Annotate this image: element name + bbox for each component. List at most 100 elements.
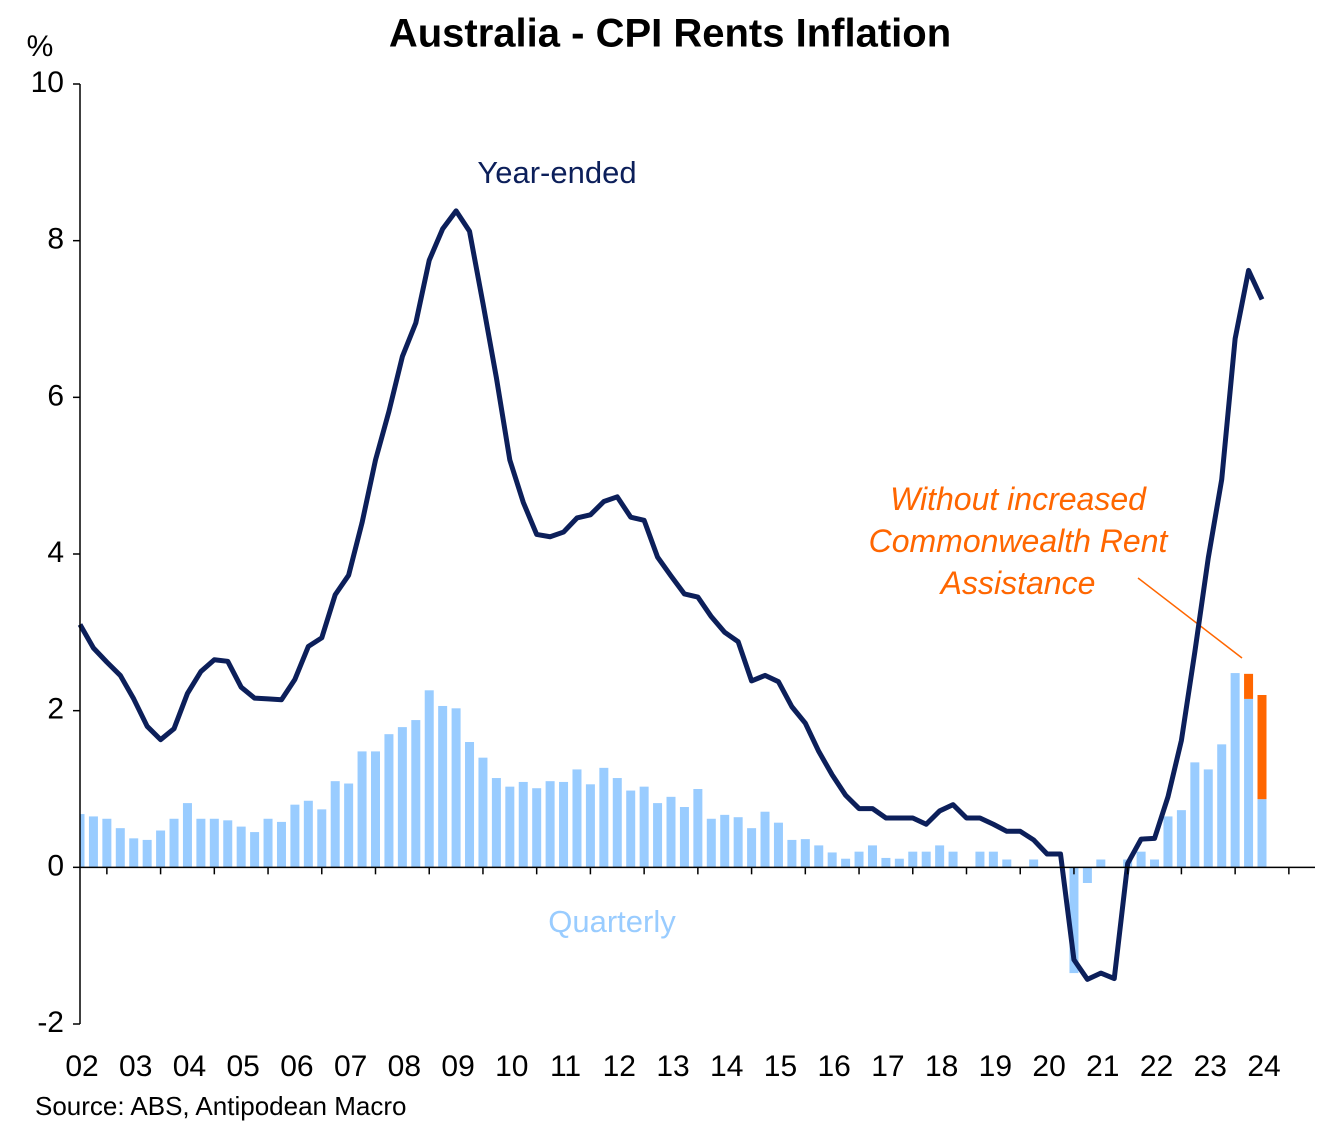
- bar: [478, 757, 488, 868]
- y-tick-label: 10: [31, 66, 64, 99]
- x-tick-label: 21: [1086, 1050, 1119, 1083]
- bar: [881, 857, 891, 868]
- bar: [612, 778, 622, 868]
- x-tick-label: 13: [656, 1050, 689, 1083]
- bar: [1163, 816, 1173, 868]
- source: Source: ABS, Antipodean Macro: [35, 1091, 406, 1121]
- bar: [1230, 673, 1240, 868]
- bar: [344, 783, 354, 868]
- bar: [827, 852, 837, 868]
- bar: [1136, 851, 1146, 868]
- bar: [908, 851, 918, 868]
- bar: [1203, 769, 1213, 868]
- bar: [693, 789, 703, 868]
- stacked-bar: [1257, 695, 1267, 800]
- bar: [666, 796, 676, 868]
- bar: [773, 822, 783, 868]
- bar: [854, 851, 864, 868]
- annotation: Without increased Commonwealth Rent Assi…: [868, 481, 1168, 601]
- x-tick-label: 11: [550, 1050, 581, 1083]
- x-tick-label: 17: [871, 1050, 904, 1083]
- bar: [169, 818, 179, 868]
- bar: [424, 690, 434, 868]
- bar: [142, 839, 152, 868]
- x-tick-label: 15: [764, 1050, 797, 1083]
- bar: [236, 826, 246, 868]
- bar: [491, 778, 501, 868]
- bar: [438, 705, 448, 868]
- bar: [196, 818, 206, 868]
- x-tick-label: 24: [1247, 1050, 1280, 1083]
- bar: [182, 803, 192, 868]
- y-tick-label: 4: [47, 536, 64, 569]
- bar: [639, 786, 649, 868]
- bar: [80, 814, 85, 868]
- bar: [760, 811, 770, 868]
- x-tick-label: 14: [710, 1050, 743, 1083]
- bar: [814, 845, 824, 868]
- x-tick-label: 04: [173, 1050, 206, 1083]
- bar-label: Quarterly: [548, 904, 676, 939]
- bar: [1190, 762, 1200, 868]
- bar: [1217, 744, 1227, 868]
- bar: [263, 818, 273, 868]
- bar: [679, 807, 689, 868]
- bar: [1082, 867, 1092, 883]
- bar: [733, 817, 743, 868]
- bar: [223, 820, 233, 868]
- bar: [1257, 799, 1267, 868]
- bar: [290, 804, 300, 868]
- bar: [330, 781, 340, 868]
- bar: [559, 781, 569, 868]
- bar: [626, 790, 636, 868]
- y-tick-label: -2: [37, 1006, 64, 1039]
- bar: [747, 828, 757, 868]
- x-tick-label: 03: [119, 1050, 152, 1083]
- bar: [975, 851, 985, 868]
- annotation-arrow: [1137, 577, 1243, 659]
- bar: [357, 751, 367, 868]
- bar: [384, 734, 394, 868]
- bar: [88, 816, 98, 868]
- bar: [115, 828, 125, 868]
- x-tick-label: 19: [979, 1050, 1012, 1083]
- bar: [585, 784, 595, 868]
- bar: [894, 858, 904, 868]
- bar: [317, 809, 327, 868]
- bar: [948, 851, 958, 868]
- bar: [303, 800, 313, 868]
- bar: [276, 821, 286, 868]
- bar: [935, 845, 945, 868]
- bar: [156, 830, 166, 868]
- y-tick-label: 0: [47, 849, 64, 882]
- bar: [1150, 859, 1160, 868]
- line: [77, 208, 1265, 982]
- bar: [841, 858, 851, 868]
- x-tick-label: 22: [1140, 1050, 1173, 1083]
- bar: [397, 727, 407, 868]
- bar: [800, 839, 810, 868]
- bar: [988, 851, 998, 868]
- bar: [599, 767, 609, 868]
- x-tick-label: 08: [388, 1050, 421, 1083]
- bar: [505, 786, 515, 868]
- bar: [572, 769, 582, 868]
- bar: [1244, 698, 1254, 868]
- y-tick-label: 8: [47, 223, 64, 256]
- bar: [250, 832, 260, 868]
- x-tick-label: 23: [1194, 1050, 1227, 1083]
- bar: [451, 708, 461, 868]
- y-tick-label: 2: [47, 693, 64, 726]
- bar: [532, 788, 542, 868]
- bar: [1176, 810, 1186, 868]
- chart-title: Australia - CPI Rents Inflation: [389, 12, 951, 56]
- y-tick-label: 6: [47, 379, 64, 412]
- bar: [1069, 867, 1079, 974]
- bar: [1002, 859, 1012, 868]
- x-tick-label: 05: [226, 1050, 259, 1083]
- bar: [129, 838, 139, 868]
- x-tick-label: 18: [925, 1050, 958, 1083]
- bar: [411, 720, 421, 868]
